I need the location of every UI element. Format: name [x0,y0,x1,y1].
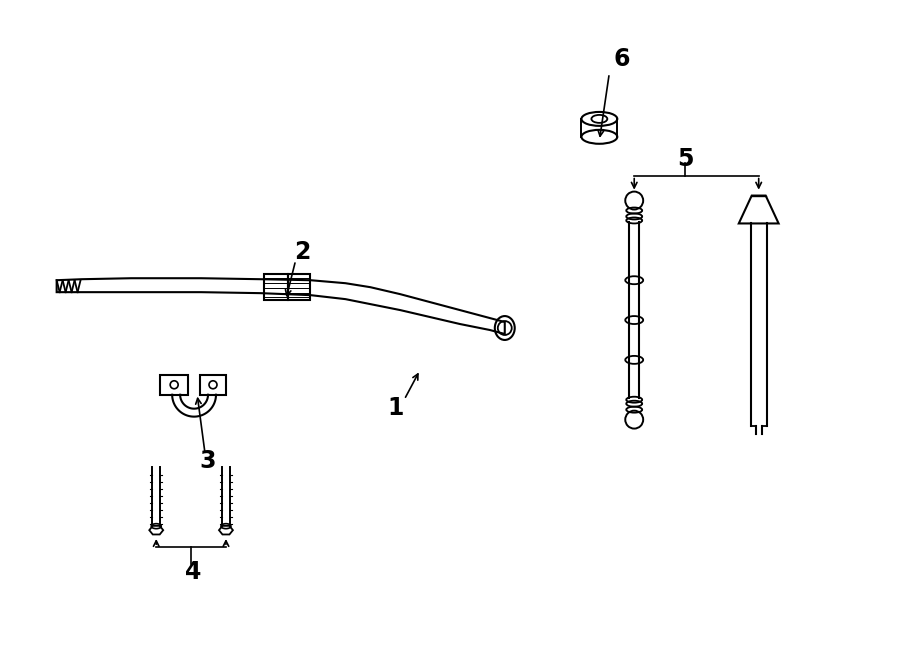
Text: 2: 2 [294,241,310,264]
Text: 1: 1 [387,396,403,420]
Text: 4: 4 [184,560,202,584]
Text: 6: 6 [613,47,629,71]
Text: 5: 5 [677,147,693,171]
Text: 3: 3 [200,449,216,473]
